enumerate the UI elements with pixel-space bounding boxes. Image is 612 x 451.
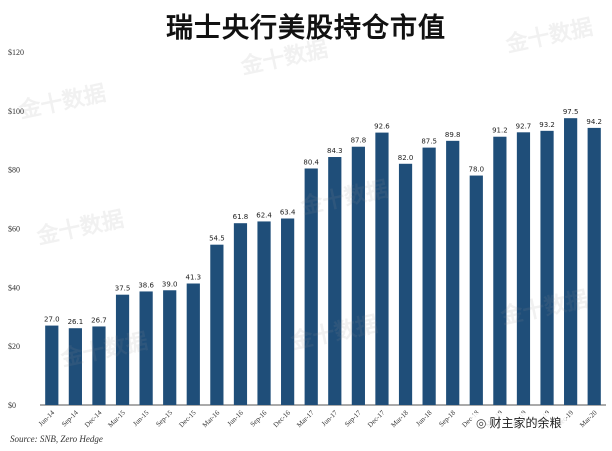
data-label: 92.7 <box>516 122 532 130</box>
data-label: 89.8 <box>445 131 461 139</box>
bar <box>564 118 578 405</box>
bar <box>351 146 365 405</box>
data-label: 27.0 <box>44 316 60 324</box>
data-label: 87.8 <box>351 137 367 145</box>
y-tick-label: $40 <box>8 283 20 292</box>
x-tick-label: Dec-17 <box>366 408 387 429</box>
bar <box>328 157 342 405</box>
x-tick-label: Mar-18 <box>390 408 411 429</box>
x-tick-label: Jun-15 <box>131 408 150 427</box>
x-tick-label: Jun-18 <box>414 408 433 427</box>
bar <box>469 175 483 405</box>
data-label: 93.2 <box>539 121 555 129</box>
bar <box>281 218 295 405</box>
data-label: 87.5 <box>421 138 437 146</box>
data-label: 26.1 <box>68 318 84 326</box>
data-label: 37.5 <box>115 285 131 293</box>
wechat-account-name: 财主家的余粮 <box>489 416 562 430</box>
x-tick-label: Jun-14 <box>37 408 56 427</box>
bar <box>304 168 318 405</box>
bar <box>233 223 248 405</box>
bar <box>163 290 177 405</box>
bar <box>587 127 601 406</box>
x-tick-label: Sep-14 <box>60 408 80 428</box>
data-label: 92.6 <box>374 123 390 131</box>
x-tick-label: Sep-16 <box>249 408 269 428</box>
x-tick-label: Sep-15 <box>154 408 174 428</box>
data-label: 82.0 <box>398 154 414 162</box>
data-label: 84.3 <box>327 147 343 155</box>
bar <box>446 140 460 406</box>
x-tick-label: Sep-18 <box>437 408 457 428</box>
data-label: 39.0 <box>162 280 178 288</box>
bar <box>257 221 271 405</box>
x-tick-label: Mar-17 <box>295 408 316 429</box>
bar <box>45 325 59 405</box>
x-tick-label: Dec-15 <box>177 408 198 429</box>
y-tick-label: $100 <box>8 107 24 116</box>
bar <box>115 294 130 405</box>
y-tick-label: $0 <box>8 401 16 410</box>
data-label: 94.2 <box>586 118 602 126</box>
x-tick-label: Dec-14 <box>83 408 104 429</box>
x-tick-label: Mar-16 <box>201 408 222 429</box>
data-label: 26.7 <box>91 316 107 324</box>
chart-title: 瑞士央行美股持仓市值 <box>166 13 446 44</box>
data-label: 80.4 <box>303 158 319 166</box>
y-tick-label: $60 <box>8 225 20 234</box>
y-tick-label: $20 <box>8 342 20 351</box>
data-label: 63.4 <box>280 208 296 216</box>
x-tick-label: Sep-17 <box>343 408 363 428</box>
data-label: 91.2 <box>492 127 508 135</box>
bar <box>210 244 224 405</box>
bar <box>493 136 507 405</box>
x-tick-label: Jun-16 <box>226 408 245 427</box>
bar <box>398 163 413 405</box>
bar <box>92 326 106 405</box>
bar <box>68 328 82 405</box>
wechat-account-label: ◎ 财主家的余粮 <box>472 413 566 432</box>
data-label: 78.0 <box>468 166 484 174</box>
data-label: 41.3 <box>185 274 201 282</box>
data-label: 54.5 <box>209 235 225 243</box>
data-label: 61.8 <box>233 213 249 221</box>
bar <box>422 147 436 405</box>
y-tick-label: $120 <box>8 48 24 57</box>
x-tick-label: Mar-15 <box>107 408 128 429</box>
y-tick-label: $80 <box>8 166 20 175</box>
data-label: 62.4 <box>256 211 272 219</box>
bar <box>186 283 200 405</box>
bar <box>139 291 153 405</box>
bar <box>516 132 531 405</box>
x-tick-label: Dec-16 <box>272 408 293 429</box>
data-label: 97.5 <box>563 108 579 116</box>
wechat-icon: ◎ <box>476 416 487 430</box>
bar <box>375 132 389 405</box>
source-note: Source: SNB, Zero Hedge <box>10 434 103 444</box>
x-tick-label: Mar-20 <box>578 408 599 429</box>
data-label: 38.6 <box>138 281 154 289</box>
bar <box>540 130 554 405</box>
x-tick-label: Jun-17 <box>320 408 339 427</box>
